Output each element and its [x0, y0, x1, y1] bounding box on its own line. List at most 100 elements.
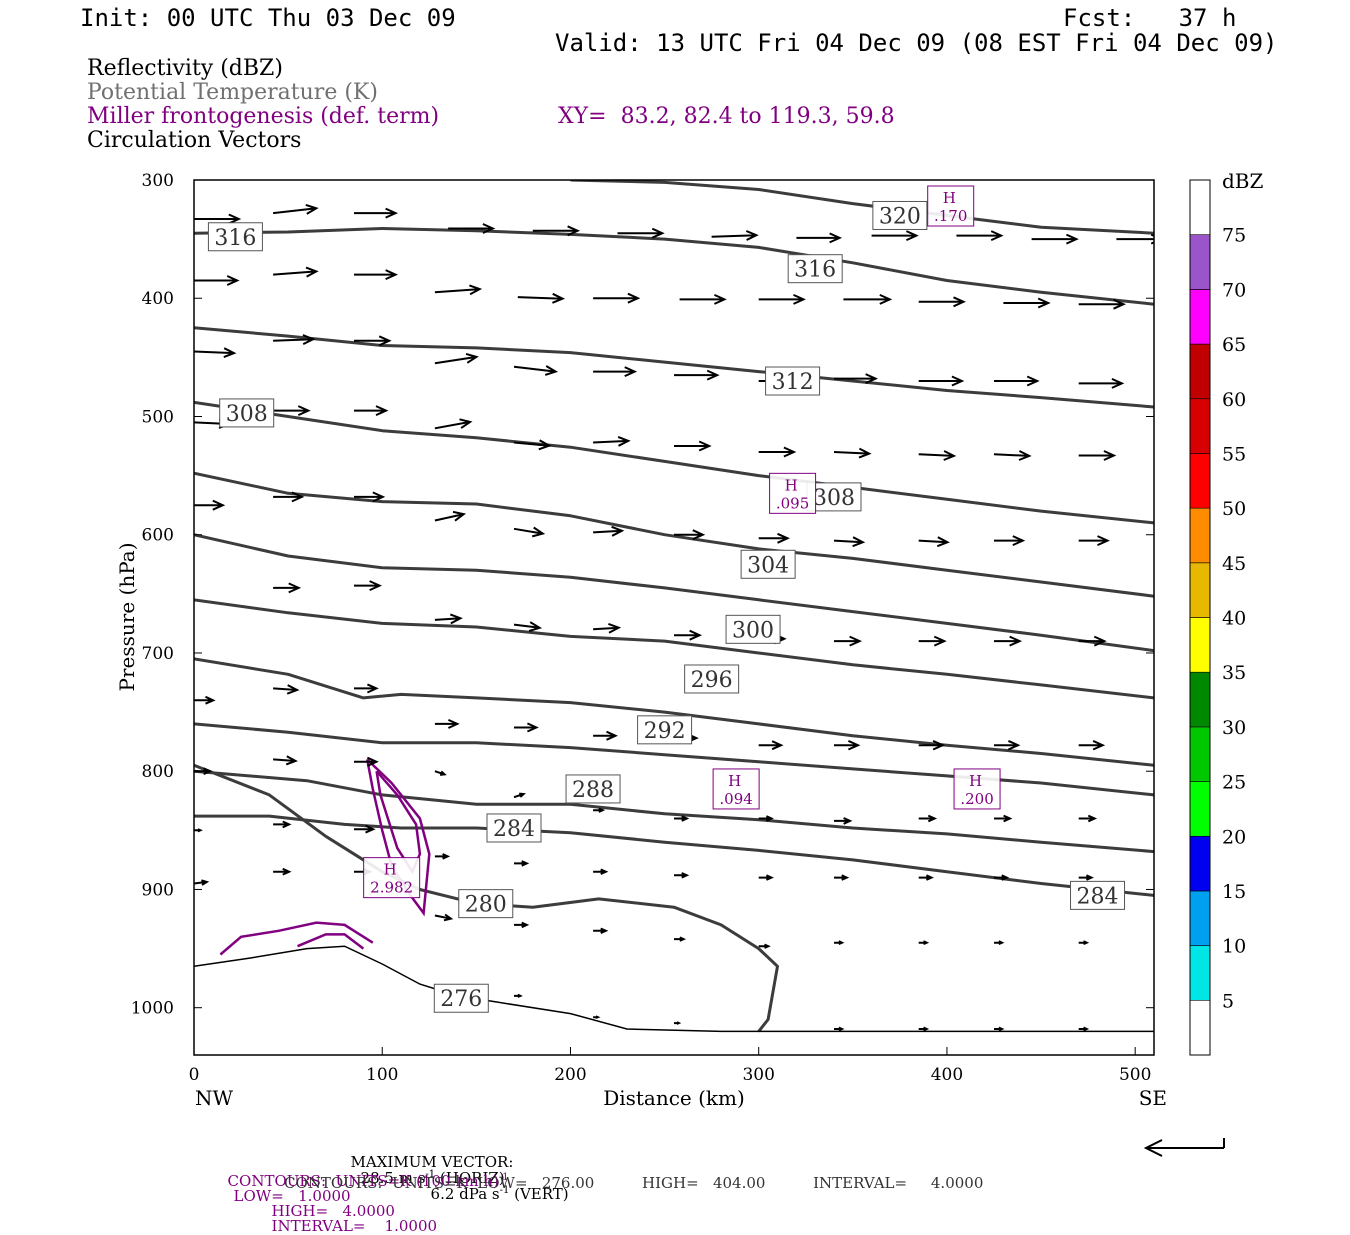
circulation-vector: [448, 223, 496, 234]
theta-label-box: [765, 366, 821, 396]
theta-label-box: [458, 889, 514, 919]
circulation-vector: [758, 740, 784, 751]
theta-contours-info: CONTOURS: UNITS=K LOW= 276.00 HIGH= 404.…: [284, 1174, 984, 1192]
theta-contour-308: [194, 471, 1154, 598]
y-tick-label: 1000: [131, 999, 174, 1019]
theta-label: 300: [725, 614, 781, 644]
frontogenesis-contour-1: [219, 921, 374, 956]
max-vector-info: MAXIMUM VECTOR: 28.5 m s-1 (HORIZ) 6.2 d…: [341, 1140, 569, 1202]
circulation-vector: [871, 230, 919, 242]
theta-label: 292: [637, 715, 693, 745]
circulation-vector: [273, 755, 298, 766]
circulation-vector: [994, 535, 1026, 547]
circulation-vector: [354, 269, 399, 281]
x-tick-label: 500: [1119, 1065, 1151, 1085]
theta-label-text: 308: [226, 402, 268, 427]
colorbar-tick-label: 5: [1222, 990, 1234, 1012]
frontogenesis-maximum-h: H: [969, 772, 982, 790]
circulation-vector: [434, 718, 460, 729]
circulation-vector: [513, 792, 526, 799]
circulation-vector: [593, 807, 606, 813]
circulation-vector: [918, 450, 957, 461]
circulation-vector: [354, 683, 379, 694]
theta-label-box: [725, 614, 781, 644]
colorbar-frame: [1189, 179, 1211, 1056]
circulation-vector: [674, 815, 690, 822]
colorbar-tick-label: 50: [1222, 498, 1246, 520]
circulation-vector: [993, 450, 1032, 461]
circulation-vector: [1078, 874, 1094, 881]
frontogenesis-maximum-h: H: [728, 772, 741, 790]
colorbar-band: [1189, 343, 1211, 400]
frontogenesis-maximum-box: [712, 768, 760, 810]
colorbar-tick-label: 30: [1222, 717, 1246, 739]
y-tick-label: 900: [142, 880, 174, 900]
theta-label: 316: [787, 254, 843, 284]
y-axis-title: Pressure (hPa): [115, 543, 139, 692]
circulation-vector: [918, 635, 947, 647]
x-tick-label: 100: [366, 1065, 398, 1085]
circulation-vector: [272, 203, 319, 215]
circulation-vector: [354, 756, 379, 767]
circulation-vector: [194, 213, 242, 225]
theta-contour-320: [194, 227, 1154, 306]
colorbar-band: [1189, 945, 1211, 1001]
colorbar-tick-label: 70: [1222, 279, 1246, 301]
circulation-vector: [758, 446, 797, 458]
circulation-vector: [513, 365, 559, 376]
circulation-vector: [834, 817, 853, 825]
circulation-vector: [513, 526, 546, 538]
theta-contour-304: [194, 533, 1154, 653]
circulation-vector: [273, 582, 302, 594]
frontogenesis-maximum-value: 2.982: [370, 879, 413, 897]
circulation-vector: [273, 405, 311, 417]
circulation-vector: [674, 1021, 682, 1025]
circulation-vector: [194, 275, 240, 286]
circulation-vector: [758, 815, 774, 822]
theta-label-text: 296: [691, 668, 733, 693]
y-tick-label: 800: [142, 762, 174, 782]
circulation-vector: [434, 418, 473, 430]
theta-label: 312: [765, 366, 821, 396]
theta-label-text: 320: [879, 204, 921, 229]
frontogenesis-contour-1: [365, 758, 431, 917]
colorbar-band: [1189, 562, 1211, 618]
colorbar-tick-label: 15: [1222, 881, 1246, 903]
theta-contour-324: [570, 180, 1154, 235]
colorbar-tick-label: 40: [1222, 608, 1246, 630]
circulation-vector: [833, 536, 866, 548]
y-tick-label: 600: [142, 526, 174, 546]
frontogenesis-maximum-box: [953, 768, 1001, 810]
field-reflectivity-label: Reflectivity (dBZ): [87, 56, 283, 81]
circulation-vector: [674, 529, 706, 541]
theta-label-box: [565, 774, 621, 804]
plot-frame: [193, 179, 1155, 1056]
circulation-vector: [758, 943, 771, 949]
colorbar-tick-label: 35: [1222, 662, 1246, 684]
theta-label-text: 284: [1077, 884, 1119, 909]
circulation-vector: [918, 940, 930, 946]
theta-label: 284: [1070, 880, 1126, 910]
frontogenesis-maximum: H2.982: [363, 857, 421, 899]
theta-label-box: [637, 715, 693, 745]
theta-label-text: 284: [493, 817, 535, 842]
circulation-vector: [593, 868, 609, 875]
frontogenesis-maximum: H.170: [927, 185, 975, 227]
theta-label-text: 312: [772, 370, 814, 395]
colorbar-band: [1189, 289, 1211, 345]
circulation-vector: [1078, 298, 1126, 310]
circulation-vector: [674, 369, 720, 381]
field-theta-label: Potential Temperature (K): [87, 80, 378, 105]
max-vector-label: MAXIMUM VECTOR:: [350, 1153, 514, 1171]
colorbar-band: [1189, 726, 1211, 782]
theta-label-box: [433, 983, 489, 1013]
circulation-vector: [593, 622, 622, 634]
circulation-vector: [758, 293, 806, 305]
circulation-vector: [834, 739, 861, 751]
circulation-vector: [918, 874, 934, 881]
circulation-vector: [434, 913, 454, 922]
colorbar-tick-label: 55: [1222, 443, 1246, 465]
circulation-vector: [994, 635, 1023, 647]
circulation-vector: [796, 232, 843, 244]
circulation-vector: [593, 730, 618, 741]
